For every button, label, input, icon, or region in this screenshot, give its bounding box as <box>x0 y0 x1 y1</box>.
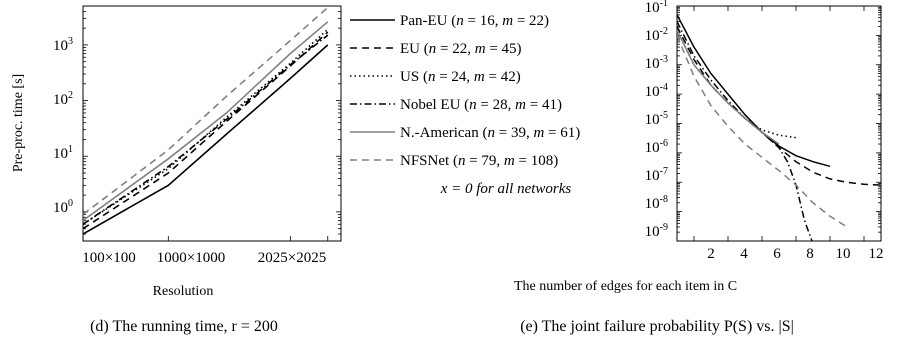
y-tick-label: 10-9 <box>645 222 668 240</box>
legend-label: US (n = 24, m = 42) <box>400 69 521 85</box>
x-axis-label-d: Resolution <box>153 284 214 299</box>
legend-item: N.-American (n = 39, m = 61) <box>350 125 580 141</box>
series-line-pan-eu <box>83 44 329 235</box>
y-tick-label: 10-8 <box>645 194 668 212</box>
y-tick-label: 10-5 <box>645 110 668 128</box>
caption-d: (d) The running time, r = 200 <box>90 318 278 335</box>
series-line-eu <box>677 26 881 186</box>
series-line-nobel-eu <box>677 21 813 241</box>
series-line-nfsnet <box>677 35 848 228</box>
y-tick-label: 102 <box>53 90 73 108</box>
legend-item: EU (n = 22, m = 45) <box>350 41 522 57</box>
x-tick-label: 6 <box>773 246 781 262</box>
legend-note: x = 0 for all networks <box>440 181 572 197</box>
x-tick-label: 4 <box>740 246 748 262</box>
chart-d: 100 101 102 103 100×100 1000×1000 2025×2… <box>11 5 342 335</box>
y-tick-label: 10-3 <box>645 54 668 72</box>
series-line-n-american <box>677 29 780 145</box>
y-tick-label: 10-6 <box>645 138 668 156</box>
series-line-us <box>83 28 329 225</box>
legend-label: NFSNet (n = 79, m = 108) <box>400 153 558 169</box>
legend-label: Pan-EU (n = 16, m = 22) <box>400 13 549 29</box>
x-tick-label: 2 <box>707 246 715 262</box>
x-tick-label: 100×100 <box>82 250 135 266</box>
caption-e: (e) The joint failure probability P(S) v… <box>520 318 794 335</box>
x-tick-label: 1000×1000 <box>157 250 225 266</box>
y-tick-label: 10-1 <box>645 0 668 16</box>
legend-label: EU (n = 22, m = 45) <box>400 41 522 57</box>
series-group-e <box>677 14 881 241</box>
legend-item: Nobel EU (n = 28, m = 41) <box>350 97 562 113</box>
series-line-nobel-eu <box>83 34 329 225</box>
legend: Pan-EU (n = 16, m = 22) EU (n = 22, m = … <box>350 13 580 197</box>
plot-frame-d <box>82 5 342 242</box>
series-line-pan-eu <box>677 14 831 168</box>
x-tick-label: 10 <box>836 246 851 262</box>
series-line-n-american <box>83 21 329 222</box>
y-tick-label: 10-4 <box>645 82 668 100</box>
legend-label: Nobel EU (n = 28, m = 41) <box>400 97 562 113</box>
ticks-e <box>677 5 881 242</box>
legend-item: Pan-EU (n = 16, m = 22) <box>350 13 549 29</box>
y-ticks-d <box>83 5 341 242</box>
y-tick-label: 10-2 <box>645 26 668 44</box>
legend-item: US (n = 24, m = 42) <box>350 69 521 85</box>
x-tick-label: 2025×2025 <box>258 250 326 266</box>
plot-frame-e <box>676 5 882 242</box>
x-tick-label: 12 <box>869 246 884 262</box>
y-tick-label: 103 <box>53 36 73 54</box>
legend-item: NFSNet (n = 79, m = 108) <box>350 153 558 169</box>
x-axis-label-e: The number of edges for each item in C <box>514 279 737 294</box>
y-tick-label: 101 <box>53 144 73 162</box>
series-group-d <box>83 6 329 235</box>
series-line-nfsnet <box>83 6 329 216</box>
series-line-us <box>677 29 797 139</box>
y-tick-label: 100 <box>53 198 73 216</box>
y-tick-label: 10-7 <box>645 166 668 184</box>
y-axis-label-d: Pre-proc. time [s] <box>11 74 26 172</box>
legend-label: N.-American (n = 39, m = 61) <box>400 125 580 141</box>
chart-e: 10-1 10-2 10-3 10-4 10-5 10-6 10-7 10-8 … <box>514 0 884 335</box>
x-tick-label: 8 <box>806 246 814 262</box>
